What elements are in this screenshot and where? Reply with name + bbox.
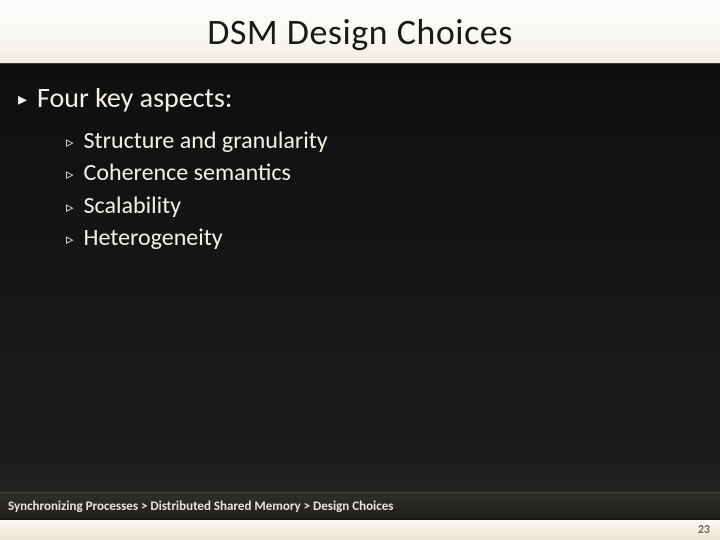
triangle-open-icon: ▹ [66, 133, 74, 153]
list-item: ▹ Heterogeneity [66, 222, 690, 254]
title-bar: DSM Design Choices [0, 0, 720, 64]
sub-bullet-text: Coherence semantics [84, 157, 291, 189]
triangle-open-icon: ▹ [66, 230, 74, 250]
sub-bullet-text: Structure and granularity [84, 125, 328, 157]
slide-title: DSM Design Choices [207, 10, 513, 54]
sub-bullet-list: ▹ Structure and granularity ▹ Coherence … [66, 125, 690, 255]
sub-bullet-text: Scalability [84, 190, 182, 222]
list-item: ▹ Coherence semantics [66, 157, 690, 189]
slide: DSM Design Choices ▸ Four key aspects: ▹… [0, 0, 720, 540]
triangle-open-icon: ▹ [66, 198, 74, 218]
triangle-filled-icon: ▸ [18, 88, 27, 110]
breadcrumb-bar: Synchronizing Processes > Distributed Sh… [0, 492, 720, 520]
list-item: ▹ Structure and granularity [66, 125, 690, 157]
breadcrumb: Synchronizing Processes > Distributed Sh… [8, 499, 393, 514]
sub-bullet-text: Heterogeneity [84, 222, 223, 254]
main-bullet-text: Four key aspects: [37, 80, 232, 115]
list-item: ▹ Scalability [66, 190, 690, 222]
page-number-strip: 23 [0, 520, 720, 540]
page-number: 23 [698, 523, 710, 537]
main-bullet: ▸ Four key aspects: [18, 80, 690, 115]
triangle-open-icon: ▹ [66, 165, 74, 185]
content-area: ▸ Four key aspects: ▹ Structure and gran… [18, 80, 690, 255]
